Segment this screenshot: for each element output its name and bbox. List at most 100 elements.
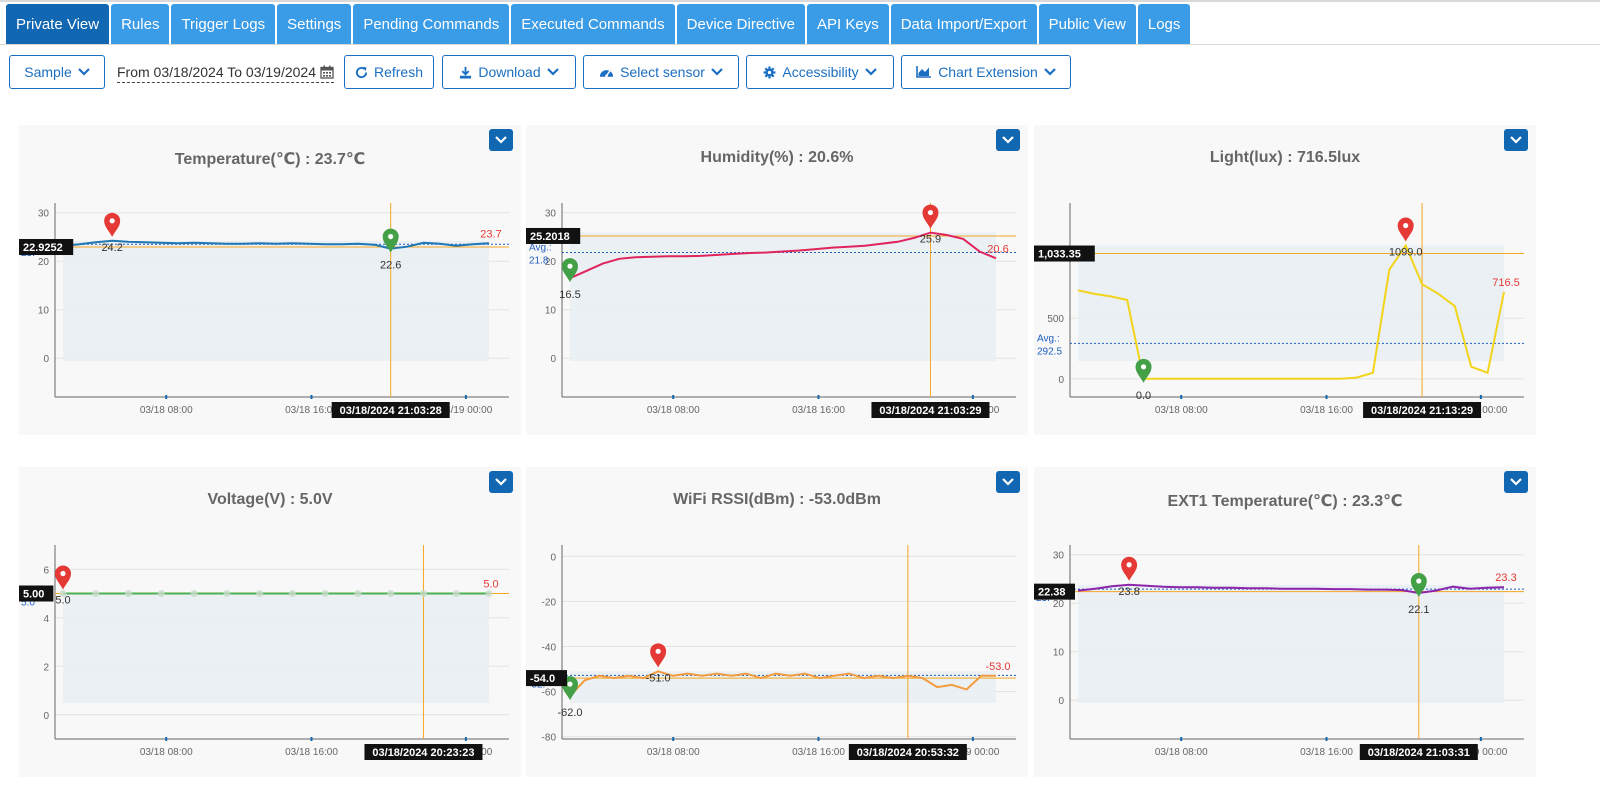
x-tick-label: 03/18 08:00 bbox=[1155, 747, 1208, 758]
tab-settings[interactable]: Settings bbox=[277, 4, 352, 44]
crosshair-x-label: 03/18/2024 21:03:29 bbox=[879, 405, 981, 417]
min-value-label: 22.6 bbox=[380, 260, 401, 272]
download-dropdown[interactable]: Download bbox=[442, 55, 576, 89]
y-tick-label: 10 bbox=[545, 306, 557, 317]
select-sensor-label: Select sensor bbox=[620, 64, 705, 80]
chart-title: Humidity(%) : 20.6% bbox=[700, 149, 854, 166]
average-label: Avg.: bbox=[529, 242, 552, 253]
area-chart-icon bbox=[916, 66, 932, 78]
x-tick-label: 03/18 08:00 bbox=[647, 747, 700, 758]
tab-private-view[interactable]: Private View bbox=[6, 4, 110, 44]
data-point bbox=[387, 590, 395, 597]
date-range-picker[interactable]: From 03/18/2024 To 03/19/2024 bbox=[117, 61, 335, 83]
series-line bbox=[1077, 243, 1505, 380]
max-marker-icon bbox=[1397, 217, 1414, 242]
x-tick-label: 03/19 00:00 bbox=[1454, 405, 1507, 416]
y-tick-label: 10 bbox=[38, 306, 50, 317]
chart-light[interactable]: 0 500 03/18 08:00 03/18 16:00 03/19 00:00 Avg… bbox=[1034, 125, 1536, 435]
chevron-down-icon bbox=[495, 136, 507, 144]
chart-ext1-temperature[interactable]: 0 10 20 30 03/18 08:00 03/18 16:00 03/19 00:00… bbox=[1034, 467, 1536, 777]
tab-pending-commands[interactable]: Pending Commands bbox=[353, 4, 510, 44]
refresh-button[interactable]: Refresh bbox=[344, 55, 434, 89]
accessibility-dropdown[interactable]: Accessibility bbox=[746, 55, 894, 89]
chart-menu-button[interactable] bbox=[489, 471, 513, 493]
tab-data-import-export[interactable]: Data Import/Export bbox=[890, 4, 1037, 44]
y-tick-label: -60 bbox=[542, 688, 557, 699]
chart-temperature[interactable]: 0 10 20 30 03/18 08:00 03/18 16:00 03/19 00:00… bbox=[19, 125, 521, 435]
y-tick-label: 0 bbox=[550, 552, 556, 563]
sample-dropdown[interactable]: Sample bbox=[9, 55, 105, 89]
min-marker-icon bbox=[562, 258, 578, 283]
chart-area-fill bbox=[570, 232, 996, 361]
x-tick-label: 03/18 08:00 bbox=[1155, 405, 1208, 416]
data-point bbox=[125, 590, 133, 597]
chart-menu-button[interactable] bbox=[996, 471, 1020, 493]
chart-menu-button[interactable] bbox=[1504, 129, 1528, 151]
data-point bbox=[223, 590, 231, 597]
tab-api-keys[interactable]: API Keys bbox=[807, 4, 889, 44]
x-tick-label: 03/19 00:00 bbox=[1454, 747, 1507, 758]
x-tick-label: 03/18 08:00 bbox=[647, 405, 700, 416]
last-value-label: -53.0 bbox=[985, 661, 1010, 673]
tab-device-directive[interactable]: Device Directive bbox=[676, 4, 806, 44]
crosshair-y-box bbox=[526, 670, 567, 687]
tab-public-view[interactable]: Public View bbox=[1038, 4, 1136, 44]
min-marker-icon bbox=[1135, 358, 1152, 383]
calendar-icon bbox=[320, 65, 334, 79]
tab-logs[interactable]: Logs bbox=[1137, 4, 1191, 44]
series-line bbox=[569, 670, 996, 697]
last-value-label: 716.5 bbox=[1492, 277, 1520, 289]
main-tabs: Private View Rules Trigger Logs Settings… bbox=[6, 4, 1192, 44]
y-tick-label: 0 bbox=[1058, 696, 1064, 707]
chevron-down-icon bbox=[77, 68, 90, 76]
chart-menu-button[interactable] bbox=[996, 129, 1020, 151]
max-marker-icon bbox=[55, 565, 71, 590]
crosshair-x-box bbox=[1363, 402, 1482, 418]
max-marker-icon bbox=[650, 643, 667, 668]
crosshair-y-box bbox=[1034, 245, 1095, 262]
select-sensor-dropdown[interactable]: Select sensor bbox=[583, 55, 739, 89]
y-tick-label: -20 bbox=[542, 597, 557, 608]
crosshair-y-label: -54.0 bbox=[530, 673, 555, 685]
chart-wifi-rssi[interactable]: 0 -20 -40 -60 -80 03/18 08:00 03/18 16:00 03/19… bbox=[526, 467, 1028, 777]
tab-trigger-logs[interactable]: Trigger Logs bbox=[171, 4, 276, 44]
chart-panel-voltage: Voltage(V) : 5.0V 0 2 4 6 03/18 08:00 03/18 1… bbox=[19, 467, 521, 777]
y-tick-label: 4 bbox=[43, 614, 49, 625]
y-tick-label: 0 bbox=[43, 354, 49, 365]
chart-extension-dropdown[interactable]: Chart Extension bbox=[901, 55, 1071, 89]
crosshair-x-box bbox=[871, 402, 990, 418]
chart-menu-button[interactable] bbox=[1504, 471, 1528, 493]
crosshair-y-label: 22.38 bbox=[1038, 587, 1066, 599]
x-tick-label: 03/19 00:00 bbox=[439, 405, 492, 416]
chevron-down-icon bbox=[495, 478, 507, 486]
y-tick-label: 10 bbox=[1053, 648, 1065, 659]
crosshair-x-box bbox=[848, 744, 967, 760]
tab-rules[interactable]: Rules bbox=[111, 4, 170, 44]
max-value-label: 5.0 bbox=[55, 595, 70, 607]
x-tick-label: 03/18 08:00 bbox=[140, 747, 193, 758]
chart-menu-button[interactable] bbox=[489, 129, 513, 151]
y-tick-label: -80 bbox=[542, 733, 557, 744]
tab-executed-commands[interactable]: Executed Commands bbox=[511, 4, 675, 44]
download-icon bbox=[460, 66, 472, 79]
x-tick-label: 03/18 16:00 bbox=[1300, 747, 1353, 758]
accessibility-label: Accessibility bbox=[782, 64, 859, 80]
average-value: 21.8 bbox=[529, 255, 549, 266]
average-label: 5.0 bbox=[21, 598, 35, 609]
average-value: 292.5 bbox=[1037, 346, 1062, 357]
chart-title: Voltage(V) : 5.0V bbox=[207, 491, 333, 508]
chart-panel-light: Light(lux) : 716.5lux 0 500 03/18 08:00 03/… bbox=[1034, 125, 1536, 435]
max-value-label: -51.0 bbox=[646, 672, 671, 684]
chevron-down-icon bbox=[1002, 136, 1014, 144]
refresh-label: Refresh bbox=[373, 64, 424, 80]
series-line bbox=[1077, 583, 1505, 595]
data-point bbox=[321, 590, 329, 597]
sample-label: Sample bbox=[24, 64, 72, 80]
min-value-label: 0.0 bbox=[1136, 390, 1151, 402]
data-point bbox=[92, 590, 100, 597]
series-line bbox=[569, 231, 997, 280]
crosshair-y-label: 5.00 bbox=[23, 589, 44, 601]
top-border bbox=[0, 0, 1600, 2]
